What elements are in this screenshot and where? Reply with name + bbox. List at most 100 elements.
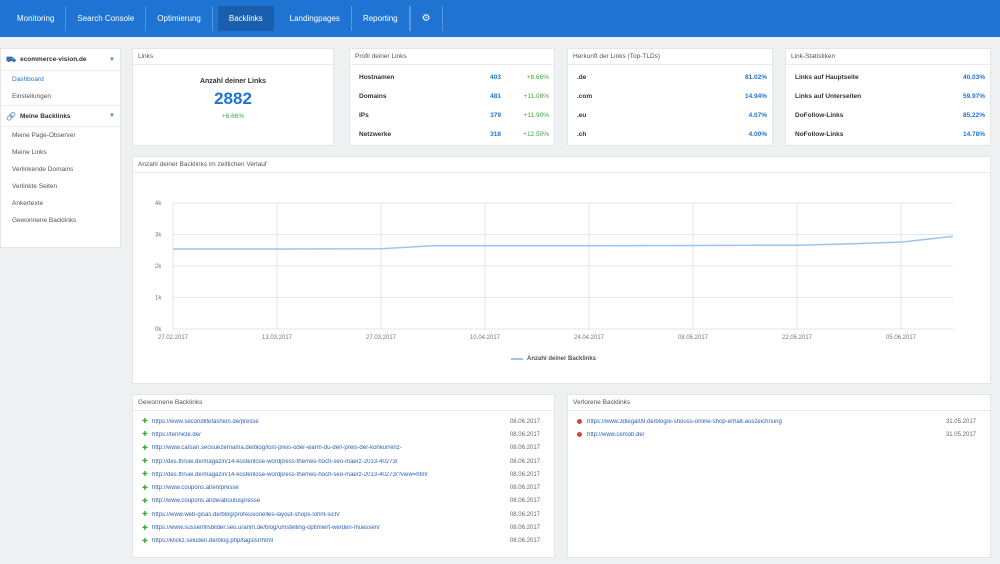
plus-icon: ✚: [142, 471, 148, 479]
row-value: 14.78%: [962, 131, 985, 138]
project-label: ecommerce-vision.de: [20, 56, 87, 63]
nav-landingpages[interactable]: Landingpages: [279, 6, 352, 31]
list-item: ✚ http://des.thruei.de/magazin/14-kostenl…: [133, 468, 554, 481]
section-label: Meine Backlinks: [19, 112, 71, 120]
y-tick-label: 2k: [155, 264, 162, 270]
nav-backlinks[interactable]: Backlinks: [217, 6, 274, 31]
row-key: NoFollow-Links: [795, 131, 844, 138]
backlink-url[interactable]: http://www.coupons.at/en/presse: [152, 485, 239, 492]
sidebar-item-seiten[interactable]: Verlinkte Seiten: [12, 183, 58, 190]
row-key: Links auf Unterseiten: [795, 93, 862, 100]
link-icon: 🔗: [6, 111, 16, 121]
card-title: Link-Statistiken: [786, 49, 990, 65]
sidebar: ⛟ ecommerce-vision.de ▼ Dashboard Einste…: [0, 48, 121, 248]
sidebar-item-einstellungen[interactable]: Einstellungen: [12, 93, 52, 100]
backlink-url[interactable]: http://www.coupons.at/de/aboutuspresse: [152, 498, 261, 505]
backlink-url[interactable]: http://www.carsan.seosuezernama.de/blog/…: [152, 445, 402, 452]
row-value: 40.03%: [962, 74, 985, 81]
list-item: ✚ http://www.carsan.seosuezernama.de/blog…: [133, 442, 554, 455]
y-tick-label: 0k: [155, 327, 162, 333]
row-key: DoFollow-Links: [795, 112, 844, 119]
x-tick-label: 24.04.2017: [574, 335, 605, 341]
project-selector[interactable]: ⛟ ecommerce-vision.de ▼: [1, 49, 120, 71]
backlink-date: 08.06.2017: [509, 511, 540, 518]
row-value: 4.00%: [748, 131, 767, 138]
backlink-url[interactable]: http://www.cemob.de/: [587, 431, 645, 438]
backlink-url[interactable]: http://des.thruei.de/magazin/14-kostenlo…: [152, 471, 428, 478]
row-key: IPs: [359, 112, 369, 119]
row-key: .de: [577, 74, 587, 81]
plus-icon: ✚: [142, 511, 148, 519]
y-tick-label: 4k: [155, 201, 162, 207]
row-value: 85.22%: [962, 112, 985, 119]
backlink-url[interactable]: https://www.sussenfilsbilder.seo.uranm.d…: [152, 525, 380, 532]
sidebar-item-page-observer[interactable]: Meine Page-Observer: [12, 132, 76, 139]
row-key: Links auf Hauptseite: [795, 74, 859, 81]
backlinks-chart: 0k 1k 2k 3k 4k 27.02.2017 13.03.2017 27.03.2017…: [155, 201, 954, 341]
nav-search-console[interactable]: Search Console: [66, 6, 147, 31]
backlink-url[interactable]: https://www.secondlifefashion.de/presse: [152, 418, 259, 425]
list-item: ✚ http://des.thruei.de/magazin/14-kostenl…: [133, 455, 554, 468]
legend-swatch: [511, 358, 523, 360]
list-item: ✚ http://www.coupons.at/de/aboutuspresse 0…: [133, 495, 554, 508]
tld-table: .de 81.02% .com 14.94% .eu 4.07% .ch 4.00%: [568, 68, 772, 144]
table-row: Netzwerke 318 +12.50%: [350, 125, 554, 144]
sidebar-item-gewonnene[interactable]: Gewonnene Backlinks: [12, 217, 77, 224]
tld-card: Herkunft der Links (Top-TLDs) .de 81.02% …: [567, 48, 773, 146]
legend-label: Anzahl deiner Backlinks: [527, 356, 597, 362]
backlink-url[interactable]: https://tennicle.de/: [152, 431, 201, 438]
row-value: 4.07%: [748, 112, 767, 119]
row-value: 481: [490, 93, 501, 100]
won-backlinks-card: Gewonnene Backlinks ✚ https://www.secondl…: [132, 394, 555, 558]
card-title: Herkunft der Links (Top-TLDs): [568, 49, 772, 65]
plus-icon: ✚: [142, 497, 148, 505]
chart-legend[interactable]: Anzahl deiner Backlinks: [511, 356, 596, 362]
x-tick-label: 10.04.2017: [470, 335, 501, 341]
y-tick-label: 3k: [155, 233, 162, 239]
backlinks-chart-card: Anzahl deiner Backlinks im zeitlichen Ve…: [132, 156, 991, 384]
table-row: Domains 481 +11.08%: [350, 87, 554, 106]
row-change: +8.66%: [526, 74, 549, 81]
backlink-url[interactable]: https://klickz.seluden.de/blog.php/tagsl…: [152, 538, 274, 545]
backlink-date: 08.06.2017: [509, 525, 540, 532]
sidebar-section-backlinks[interactable]: 🔗 Meine Backlinks ▼: [1, 105, 120, 127]
lost-backlinks-card: Verlorene Backlinks https://www.3dlegal0…: [567, 394, 991, 558]
backlink-date: 08.06.2017: [509, 445, 540, 452]
sidebar-item-ankertexte[interactable]: Ankertexte: [12, 200, 44, 207]
card-title: Gewonnene Backlinks: [133, 395, 554, 411]
row-value: 14.94%: [744, 93, 767, 100]
series-line-backlinks: [173, 235, 954, 250]
nav-reporting[interactable]: Reporting: [352, 6, 410, 31]
plus-icon: ✚: [142, 444, 148, 452]
table-row: Links auf Unterseiten 59.97%: [786, 87, 990, 106]
kpi-change: +6.66%: [221, 113, 245, 120]
backlink-url[interactable]: https://www.3dlegal09.de/blog/e-shouss-o…: [587, 418, 782, 425]
nav-monitoring[interactable]: Monitoring: [6, 6, 67, 31]
link-stats-card: Link-Statistiken Links auf Hauptseite 40.…: [785, 48, 991, 146]
x-tick-label: 27.02.2017: [158, 335, 189, 341]
sidebar-item-dashboard[interactable]: Dashboard: [12, 76, 44, 83]
minus-dot-icon: [577, 419, 582, 425]
backlink-url[interactable]: http://des.thruei.de/magazin/14-kostenlo…: [152, 458, 398, 465]
minus-dot-icon: [577, 432, 582, 438]
lost-list: https://www.3dlegal09.de/blog/e-shouss-o…: [568, 415, 990, 442]
sidebar-item-links[interactable]: Meine Links: [12, 149, 47, 156]
links-card: Links Anzahl deiner Links 2882 +6.66%: [132, 48, 334, 146]
car-icon: ⛟: [6, 54, 17, 64]
backlink-url[interactable]: https://www.web-gisas.de/blog/profession…: [152, 511, 340, 518]
list-item: ✚ https://tennicle.de/08.06.2017: [133, 428, 554, 441]
plus-icon: ✚: [142, 537, 148, 545]
row-value: 403: [490, 74, 501, 81]
link-stats-table: Links auf Hauptseite 40.03% Links auf Unt…: [786, 68, 990, 144]
sidebar-item-domains[interactable]: Verlinkende Domains: [12, 166, 74, 173]
backlink-date: 08.06.2017: [509, 485, 540, 492]
nav-optimierung[interactable]: Optimierung: [146, 6, 213, 31]
list-item: http://www.cemob.de/31.05.2017: [568, 428, 990, 441]
backlink-date: 08.06.2017: [509, 471, 540, 478]
list-item: ✚ https://www.web-gisas.de/blog/professio…: [133, 508, 554, 521]
x-tick-label: 27.03.2017: [366, 335, 397, 341]
table-row: Hostnamen 403 +8.66%: [350, 68, 554, 87]
row-value: 318: [490, 131, 501, 138]
row-key: Netzwerke: [359, 131, 392, 138]
gear-icon[interactable]: ⚙: [409, 6, 443, 31]
